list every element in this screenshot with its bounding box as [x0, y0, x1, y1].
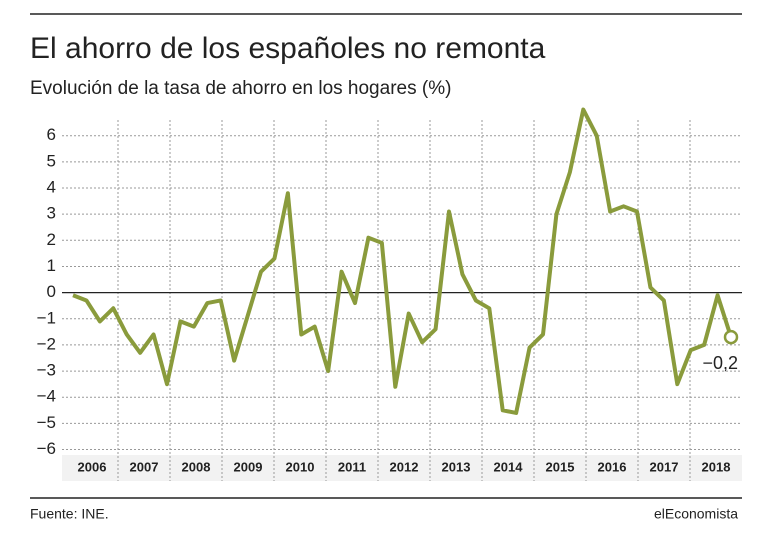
- x-tick-label: 2007: [130, 459, 159, 474]
- x-axis-band: [62, 455, 742, 481]
- x-tick-label: 2013: [442, 459, 471, 474]
- y-tick-label: 0: [47, 282, 56, 301]
- x-tick-label: 2016: [598, 459, 627, 474]
- y-tick-label: −5: [37, 413, 56, 432]
- x-tick-label: 2008: [182, 459, 211, 474]
- y-tick-label: 4: [47, 177, 56, 196]
- x-tick-label: 2010: [286, 459, 315, 474]
- end-marker: [723, 329, 739, 345]
- y-tick-label: −6: [37, 439, 56, 458]
- y-tick-label: 6: [47, 125, 56, 144]
- y-tick-label: −1: [37, 308, 56, 327]
- series-line: [72, 107, 733, 415]
- x-tick-label: 2014: [494, 459, 524, 474]
- x-tick-label: 2018: [702, 459, 731, 474]
- y-tick-label: −3: [37, 361, 56, 380]
- y-tick-label: −2: [37, 334, 56, 353]
- source: Fuente: INE.: [30, 506, 109, 522]
- brand: elEconomista: [654, 506, 738, 522]
- x-tick-label: 2015: [546, 459, 575, 474]
- x-tick-label: 2012: [390, 459, 419, 474]
- x-tick-label: 2009: [234, 459, 263, 474]
- y-tick-label: 1: [47, 256, 56, 275]
- x-tick-label: 2006: [78, 459, 107, 474]
- chart-title: El ahorro de los españoles no remonta: [30, 32, 546, 65]
- x-tick-label: 2011: [338, 459, 366, 474]
- y-tick-label: 3: [47, 204, 56, 223]
- y-tick-label: −4: [37, 387, 56, 406]
- x-tick-label: 2017: [650, 459, 679, 474]
- annotation: −0,2: [702, 353, 738, 373]
- chart-subtitle: Evolución de la tasa de ahorro en los ho…: [30, 78, 451, 99]
- y-tick-label: 5: [47, 151, 56, 170]
- y-tick-label: 2: [47, 230, 56, 249]
